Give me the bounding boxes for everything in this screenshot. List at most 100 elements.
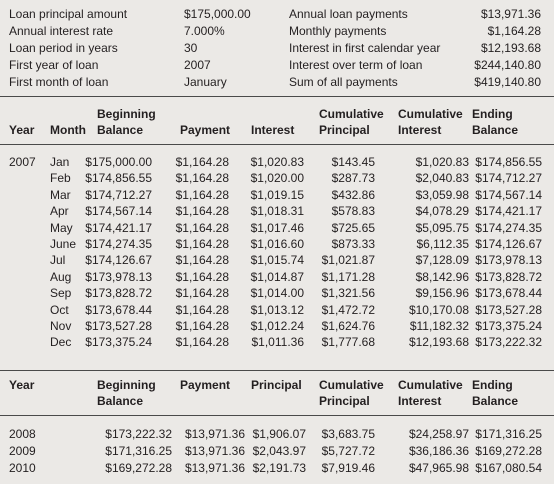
- cum-interest-cell: $10,170.08: [408, 302, 469, 317]
- payment-cell: $1,164.28: [175, 155, 229, 169]
- cum-interest-cell: $8,142.96: [415, 269, 469, 284]
- month-cell: Oct: [50, 302, 69, 317]
- principal-cell: $2,043.97: [252, 444, 306, 458]
- month-cell: Sep: [50, 286, 72, 301]
- cum-principal-cell: $578.83: [331, 204, 375, 219]
- payment-cell: $1,164.28: [175, 187, 229, 202]
- payment-cell: $13,971.36: [184, 427, 245, 441]
- summary-label: Sum of all payments: [289, 75, 398, 89]
- header-ending: Ending: [472, 378, 513, 392]
- interest-cell: $1,013.12: [250, 302, 304, 317]
- month-cell: Aug: [50, 269, 72, 284]
- cum-principal-cell: $3,683.75: [321, 427, 375, 441]
- payment-cell: $13,971.36: [184, 461, 245, 475]
- header-month: Month: [50, 123, 86, 137]
- header-interest: Interest: [251, 123, 295, 137]
- interest-cell: $1,014.00: [250, 286, 304, 301]
- cum-interest-cell: $2,040.83: [415, 171, 469, 186]
- beginning-balance-cell: $173,527.28: [85, 319, 152, 333]
- month-cell: Jan: [50, 155, 70, 169]
- cum-interest-cell: $36,186.36: [408, 444, 469, 458]
- header-beginning: Beginning: [97, 378, 156, 392]
- cum-principal-cell: $5,727.72: [321, 444, 375, 458]
- interest-cell: $1,019.15: [250, 187, 304, 202]
- interest-cell: $1,015.74: [250, 253, 304, 268]
- payment-cell: $1,164.28: [175, 204, 229, 219]
- summary-label: Interest in first calendar year: [289, 41, 441, 55]
- month-cell: Jul: [50, 253, 66, 268]
- header-ending: Balance: [472, 394, 519, 408]
- ending-balance-cell: $173,527.28: [475, 302, 542, 317]
- header-cum-interest: Cumulative: [398, 378, 463, 392]
- payment-cell: $1,164.28: [175, 253, 229, 268]
- year-cell: 2009: [9, 444, 36, 458]
- interest-cell: $1,012.24: [250, 319, 304, 333]
- cum-interest-cell: $5,095.75: [415, 220, 469, 235]
- cum-principal-cell: $1,777.68: [321, 335, 375, 350]
- principal-cell: $2,191.73: [252, 461, 306, 475]
- summary-value: $1,164.28: [487, 24, 541, 38]
- cum-principal-cell: $1,472.72: [321, 302, 375, 317]
- beginning-balance-cell: $174,567.14: [85, 204, 152, 219]
- cum-principal-cell: $1,171.28: [321, 269, 375, 284]
- header-ending: Balance: [472, 123, 519, 137]
- cum-interest-cell: $47,965.98: [408, 461, 469, 475]
- payment-cell: $1,164.28: [175, 302, 229, 317]
- payment-cell: $1,164.28: [175, 171, 229, 186]
- beginning-balance-cell: $171,316.25: [105, 444, 172, 458]
- payment-cell: $1,164.28: [175, 220, 229, 235]
- header-principal: Principal: [251, 378, 302, 392]
- header-cum-principal: Principal: [319, 394, 370, 408]
- cum-principal-cell: $1,624.76: [321, 319, 375, 333]
- month-cell: Feb: [50, 171, 71, 186]
- cum-principal-cell: $873.33: [331, 237, 375, 251]
- summary-value: 7.000%: [184, 24, 225, 38]
- ending-balance-cell: $173,375.24: [475, 319, 542, 333]
- year-cell: 2008: [9, 427, 36, 441]
- year-cell: 2007: [9, 155, 36, 169]
- ending-balance-cell: $173,978.13: [475, 253, 542, 268]
- ending-balance-cell: $174,126.67: [475, 237, 542, 251]
- cum-interest-cell: $3,059.98: [415, 187, 469, 202]
- summary-label: Loan principal amount: [9, 7, 128, 21]
- header-cum-interest: Interest: [398, 123, 442, 137]
- ending-balance-cell: $174,567.14: [475, 187, 542, 202]
- interest-cell: $1,011.36: [251, 335, 305, 350]
- interest-cell: $1,020.00: [250, 171, 304, 186]
- summary-value: $419,140.80: [474, 75, 541, 89]
- payment-cell: $1,164.28: [175, 335, 229, 350]
- ending-balance-cell: $174,274.35: [475, 220, 542, 235]
- cum-principal-cell: $7,919.46: [321, 461, 375, 475]
- divider: [0, 415, 554, 416]
- summary-label: First year of loan: [9, 58, 99, 72]
- month-cell: June: [50, 237, 77, 251]
- summary-value: $12,193.68: [480, 41, 541, 55]
- ending-balance-cell: $171,316.25: [475, 427, 542, 441]
- ending-balance-cell: $173,678.44: [475, 286, 542, 301]
- cum-interest-cell: $24,258.97: [408, 427, 469, 441]
- interest-cell: $1,018.31: [250, 204, 304, 219]
- beginning-balance-cell: $173,678.44: [85, 302, 152, 317]
- summary-value: $175,000.00: [184, 7, 251, 21]
- beginning-balance-cell: $173,828.72: [85, 286, 152, 301]
- summary-value: 2007: [184, 58, 211, 72]
- ending-balance-cell: $167,080.54: [475, 461, 542, 475]
- header-cum-interest: Cumulative: [398, 107, 463, 121]
- header-beginning: Balance: [97, 394, 144, 408]
- divider: [0, 96, 554, 97]
- year-cell: 2010: [9, 461, 36, 475]
- principal-cell: $1,906.07: [252, 427, 306, 441]
- summary-value: 30: [184, 41, 198, 55]
- cum-interest-cell: $12,193.68: [408, 335, 469, 350]
- header-payment: Payment: [180, 123, 231, 137]
- payment-cell: $1,164.28: [175, 269, 229, 284]
- beginning-balance-cell: $174,421.17: [85, 220, 152, 235]
- beginning-balance-cell: $174,126.67: [85, 253, 152, 268]
- summary-label: Annual loan payments: [289, 7, 408, 21]
- month-cell: Nov: [50, 319, 72, 333]
- cum-interest-cell: $6,112.35: [416, 237, 470, 251]
- header-payment: Payment: [180, 378, 231, 392]
- header-cum-principal: Principal: [319, 123, 370, 137]
- summary-label: Monthly payments: [289, 24, 387, 38]
